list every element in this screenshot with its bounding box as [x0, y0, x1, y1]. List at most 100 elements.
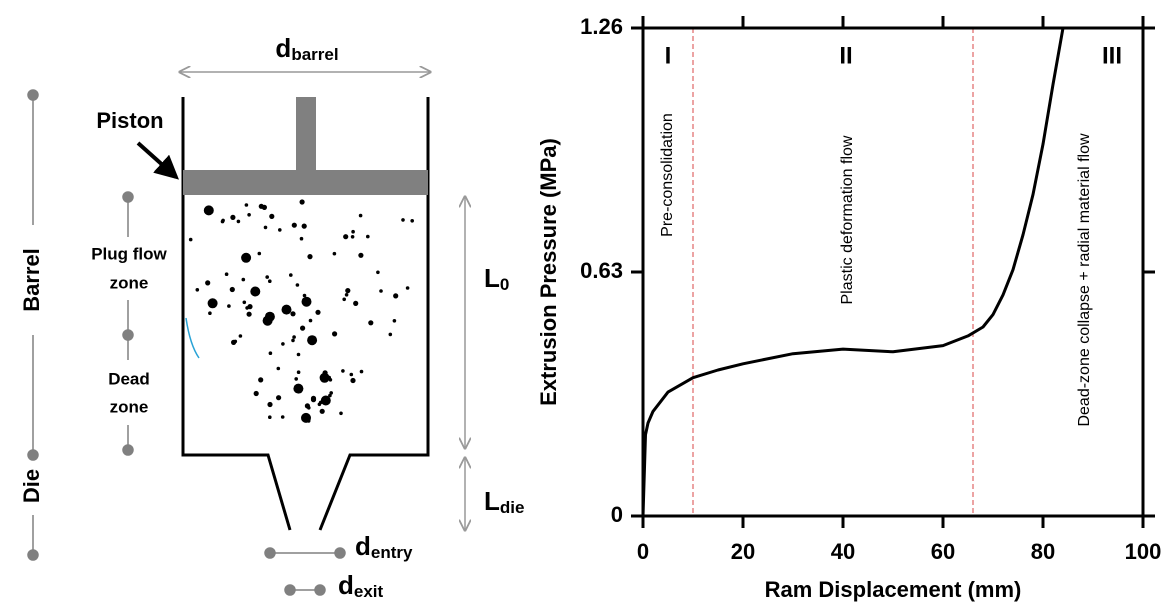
y-tick-label: 0 — [611, 502, 623, 527]
piston-arrow — [136, 141, 179, 180]
particle — [405, 286, 410, 290]
barrel-walls — [181, 97, 430, 531]
region-label: I — [665, 42, 672, 69]
plot-frame — [641, 26, 1145, 518]
x-tick-label: 0 — [637, 539, 649, 564]
particle — [289, 273, 293, 277]
particle — [319, 408, 325, 414]
region-label: II — [839, 42, 852, 69]
d-barrel-label: dbarrel — [275, 33, 338, 65]
particle — [268, 415, 272, 420]
particle — [290, 311, 296, 317]
barrel-label: Barrel — [19, 248, 44, 312]
particle — [295, 283, 300, 287]
region-label: III — [1102, 42, 1122, 69]
dead-zone-label: zone — [110, 397, 149, 416]
particle — [208, 311, 212, 316]
particle — [236, 219, 241, 224]
particle — [366, 234, 370, 239]
particle — [293, 383, 304, 394]
particle — [296, 352, 301, 357]
x-axis-label: Ram Displacement (mm) — [765, 577, 1022, 602]
particle — [308, 318, 313, 323]
particle — [269, 213, 275, 219]
region-annotation: Dead-zone collapse + radial material flo… — [1076, 133, 1093, 426]
particle — [379, 289, 383, 293]
piston-plate — [183, 170, 428, 195]
particle — [353, 300, 359, 306]
particle — [247, 304, 253, 310]
particle — [315, 309, 321, 315]
plug-flow-label: zone — [110, 273, 149, 292]
particle — [188, 237, 193, 242]
particle — [319, 372, 330, 383]
particle — [349, 372, 354, 377]
particle — [264, 311, 275, 322]
y-tick-label: 1.26 — [580, 14, 623, 39]
x-tick-label: 20 — [731, 539, 755, 564]
particle — [307, 406, 311, 410]
particle — [401, 218, 405, 222]
particle — [300, 325, 306, 331]
particle — [342, 297, 347, 302]
x-tick-label: 80 — [1031, 539, 1055, 564]
particle — [265, 275, 270, 279]
region-annotation: Plastic deformation flow — [839, 135, 856, 304]
particle — [351, 229, 355, 234]
particle — [208, 299, 213, 304]
particle — [205, 280, 211, 286]
particle — [339, 411, 343, 416]
particles — [188, 199, 415, 423]
particle — [358, 213, 363, 218]
particle — [258, 377, 264, 383]
particle — [276, 366, 281, 371]
particle — [250, 286, 261, 297]
particle — [224, 272, 229, 277]
particle — [241, 252, 252, 263]
particle — [301, 296, 312, 307]
particle — [267, 401, 273, 408]
particle — [246, 311, 252, 317]
particle — [329, 391, 334, 395]
particle — [410, 219, 415, 223]
plug-flow-label: Plug flow — [91, 244, 167, 263]
particle — [238, 334, 243, 338]
particle — [328, 393, 332, 398]
dead-zone-edge — [185, 317, 200, 359]
piston-label: Piston — [96, 108, 163, 133]
particle — [307, 254, 313, 260]
d-entry-label: dentry — [355, 531, 413, 563]
d-exit-label: dexit — [338, 570, 384, 602]
particle — [258, 203, 264, 209]
particle — [310, 395, 317, 401]
region-annotation: Pre-consolidation — [659, 113, 676, 237]
particle — [278, 228, 282, 232]
particle — [320, 395, 331, 406]
particle — [307, 335, 318, 346]
particle — [281, 304, 292, 315]
particle — [301, 412, 311, 423]
x-tick-label: 40 — [831, 539, 855, 564]
particle — [242, 300, 247, 305]
y-tick-label: 0.63 — [580, 258, 623, 283]
dead-zone-label: Dead — [108, 369, 150, 388]
particle — [244, 203, 249, 207]
particle — [203, 205, 214, 216]
l0-label: L0 — [484, 263, 509, 295]
particle — [207, 298, 218, 309]
particle — [296, 370, 301, 375]
particle — [332, 251, 337, 256]
particle — [302, 293, 307, 298]
particle — [392, 319, 397, 323]
particle — [247, 213, 251, 217]
particle — [241, 277, 246, 282]
particle — [233, 339, 238, 344]
particle — [230, 214, 236, 220]
chart: Extrusion Pressure (MPa) Ram Displacemen… — [536, 14, 1162, 602]
x-tick-label: 100 — [1125, 539, 1162, 564]
particle — [291, 338, 295, 343]
particle — [322, 370, 328, 376]
particle — [341, 369, 345, 373]
particle — [388, 332, 393, 337]
particle — [393, 293, 399, 299]
